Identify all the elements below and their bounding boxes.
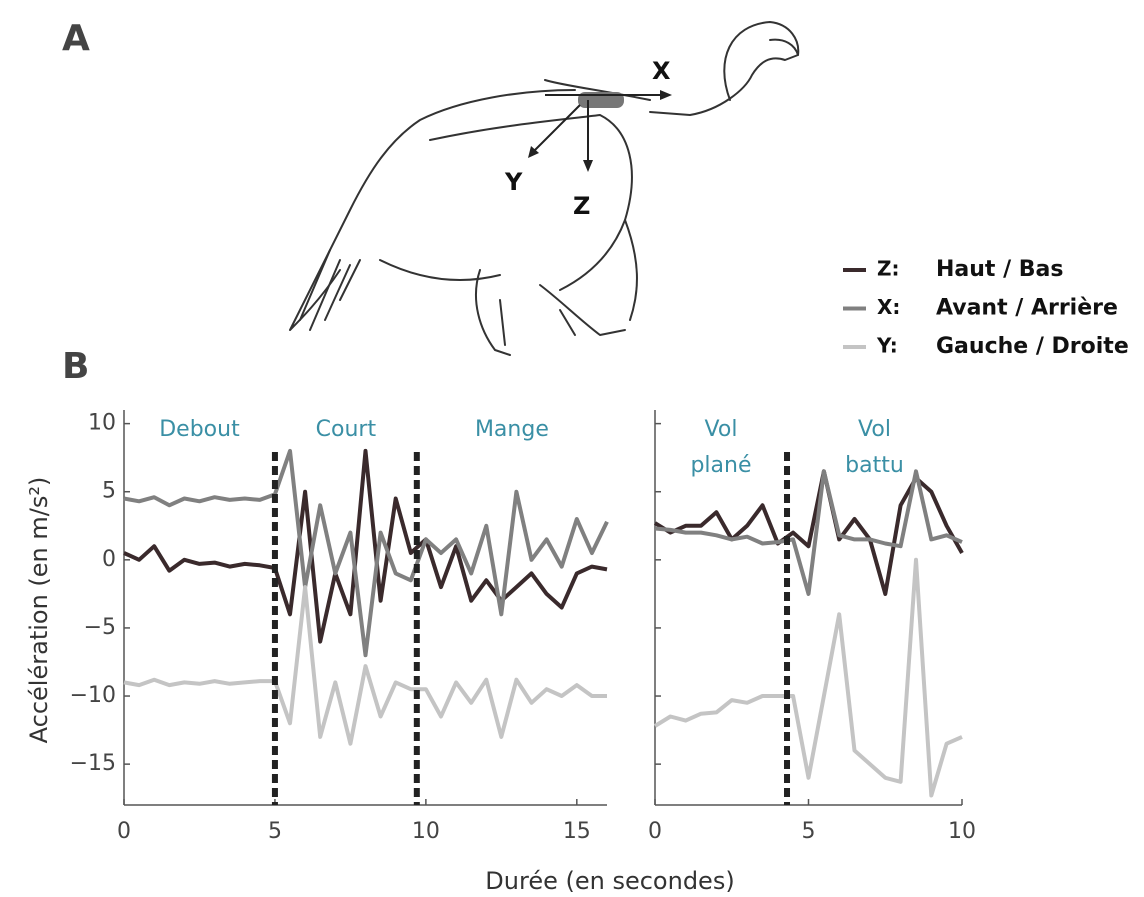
data-line — [653, 557, 963, 798]
x-tick-label: 0 — [648, 819, 662, 844]
y-tick-label: −10 — [70, 683, 116, 708]
phase-label: Vol — [705, 417, 738, 442]
phase-label: Court — [316, 417, 377, 442]
phase-label: battu — [845, 453, 904, 478]
legend-key: X: — [877, 295, 900, 319]
panel-label: B — [62, 346, 89, 387]
axis-label: X — [652, 57, 671, 85]
phase-label: Mange — [475, 417, 549, 442]
data-line — [123, 448, 609, 658]
x-tick-label: 10 — [412, 819, 440, 844]
legend-label: Avant / Arrière — [936, 296, 1118, 321]
y-tick-label: 10 — [88, 411, 116, 436]
x-tick-label: 0 — [117, 819, 131, 844]
panel-label: A — [62, 18, 90, 59]
phase-label: plané — [690, 453, 751, 478]
phase-label: Debout — [159, 417, 240, 442]
data-line — [654, 469, 963, 596]
legend-key: Y: — [876, 334, 898, 358]
legend-key: Z: — [877, 257, 900, 281]
legend-label: Haut / Bas — [936, 257, 1064, 282]
y-tick-label: −15 — [70, 751, 116, 776]
y-tick-label: 0 — [102, 547, 116, 572]
y-tick-label: −5 — [84, 615, 116, 640]
x-tick-label: 10 — [948, 819, 976, 844]
x-tick-label: 15 — [563, 819, 591, 844]
legend-label: Gauche / Droite — [936, 334, 1129, 359]
phase-label: Vol — [858, 417, 891, 442]
y-tick-label: 5 — [102, 479, 116, 504]
axis-label: Z — [573, 192, 590, 220]
data-line — [123, 585, 607, 746]
x-tick-label: 5 — [802, 819, 816, 844]
data-line — [123, 448, 608, 644]
axis-label: Y — [504, 168, 523, 196]
vulture-sketch — [289, 21, 800, 356]
x-tick-label: 5 — [268, 819, 282, 844]
x-axis-label: Durée (en secondes) — [485, 867, 734, 895]
y-axis-label: Accélération (en m/s²) — [25, 477, 53, 744]
